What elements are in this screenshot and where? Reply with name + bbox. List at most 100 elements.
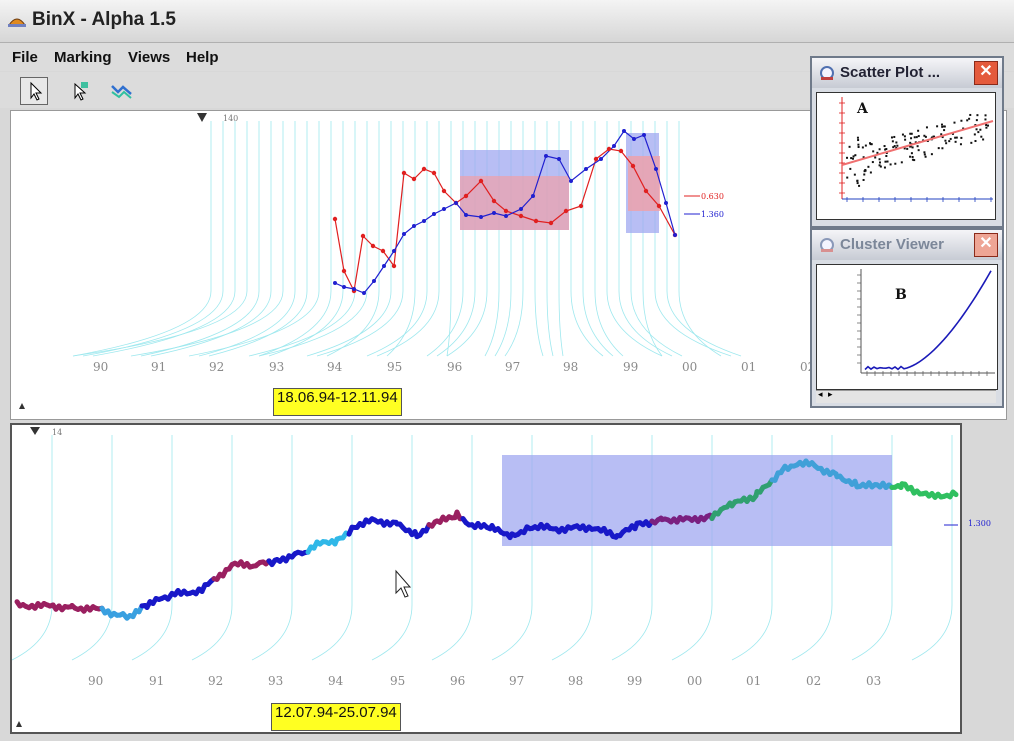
year-label: 94 — [327, 360, 343, 374]
blue-point — [622, 129, 626, 133]
menu-file[interactable]: File — [12, 49, 38, 66]
scatter-point — [917, 129, 920, 132]
scale-marker-triangle-icon[interactable] — [30, 427, 40, 435]
year-label: 00 — [687, 674, 702, 688]
timeline-tool-button[interactable] — [108, 77, 136, 105]
scatter-point — [941, 147, 944, 150]
scatter-point — [936, 125, 939, 128]
scatter-point — [901, 133, 904, 136]
cluster-viewer-window[interactable]: Cluster Viewer ✕ B ◂ ▸ — [810, 228, 1004, 408]
scatter-point — [894, 162, 897, 165]
scatter-point — [943, 129, 946, 132]
year-label: 93 — [269, 360, 284, 374]
panel-corner-marker-icon[interactable] — [16, 721, 22, 727]
aggregated-timeline-chart[interactable]: 0.630 1.360 140 90 91 92 93 94 95 96 97 98 99 00 01… — [11, 111, 1006, 419]
app-icon — [8, 18, 26, 27]
title-bar: BinX - Alpha 1.5 — [0, 0, 1014, 43]
menu-help[interactable]: Help — [186, 49, 219, 66]
red-point — [411, 176, 417, 182]
scatter-point — [876, 151, 879, 154]
red-point — [341, 268, 347, 274]
year-label: 96 — [447, 360, 462, 374]
scatter-point — [968, 117, 971, 120]
scatter-point — [940, 133, 943, 136]
scatter-point — [976, 114, 979, 117]
blue-point — [464, 213, 468, 217]
scroll-right-icon[interactable]: ▸ — [828, 389, 833, 399]
scatter-point — [915, 136, 918, 139]
detail-timeline-panel[interactable]: 14 90 91 92 93 94 95 96 97 98 99 00 01 02 03 — [10, 423, 962, 734]
blue-point — [402, 232, 406, 236]
year-label: 95 — [390, 674, 405, 688]
scatter-point — [916, 145, 919, 148]
close-icon[interactable]: ✕ — [974, 61, 998, 85]
scatter-plot-chart[interactable]: A — [817, 93, 995, 219]
blue-point — [544, 154, 548, 158]
select-tool-button[interactable] — [20, 77, 48, 105]
red-point — [478, 178, 484, 184]
red-point — [618, 148, 624, 154]
cluster-chart[interactable]: B — [817, 265, 997, 389]
scatter-point — [872, 150, 875, 153]
scatter-point — [960, 119, 963, 122]
scatter-point — [949, 137, 952, 140]
scale-marker-triangle-icon[interactable] — [197, 113, 207, 122]
blue-point — [412, 224, 416, 228]
menu-marking[interactable]: Marking — [54, 49, 112, 66]
scatter-point — [948, 140, 951, 143]
year-label: 98 — [563, 360, 578, 374]
scatter-point — [909, 155, 912, 158]
scatter-point — [931, 136, 934, 139]
red-point — [401, 170, 407, 176]
year-label: 98 — [568, 674, 583, 688]
cluster-plot-area[interactable]: B — [816, 264, 998, 390]
year-label: 92 — [208, 674, 223, 688]
red-point — [421, 166, 427, 172]
scatter-point — [891, 140, 894, 143]
scatter-point — [977, 131, 980, 134]
scatter-point — [874, 156, 877, 159]
panel-corner-marker-icon[interactable] — [19, 403, 25, 409]
scatter-plot-window[interactable]: Scatter Plot ... ✕ A — [810, 56, 1004, 228]
scatter-point — [858, 184, 861, 187]
scatter-point — [941, 125, 944, 128]
year-label: 02 — [806, 674, 821, 688]
scatter-point — [871, 161, 874, 164]
year-label: 01 — [741, 360, 756, 374]
menu-views[interactable]: Views — [128, 49, 171, 66]
year-label: 03 — [866, 674, 881, 688]
scroll-left-icon[interactable]: ◂ — [818, 389, 823, 399]
year-label: 99 — [627, 674, 642, 688]
scatter-window-titlebar[interactable]: Scatter Plot ... ✕ — [812, 58, 1002, 88]
blue-point — [654, 167, 658, 171]
scatter-point — [960, 136, 963, 139]
scatter-point — [913, 159, 916, 162]
year-label: 99 — [623, 360, 638, 374]
blue-point — [342, 285, 346, 289]
year-label: 01 — [746, 674, 761, 688]
marking-tool-button[interactable] — [66, 77, 94, 105]
red-point — [578, 203, 584, 209]
horizontal-scrollbar[interactable]: ◂ ▸ — [816, 389, 996, 403]
blue-point — [372, 279, 376, 283]
scatter-point — [975, 128, 978, 131]
scatter-plot-area[interactable]: A — [816, 92, 996, 220]
year-label: 90 — [88, 674, 103, 688]
scatter-point — [895, 147, 898, 150]
scatter-point — [850, 157, 853, 160]
red-point — [643, 188, 649, 194]
cluster-window-titlebar[interactable]: Cluster Viewer ✕ — [812, 230, 1002, 260]
scatter-point — [878, 161, 881, 164]
scatter-point — [900, 161, 903, 164]
scatter-point — [911, 146, 914, 149]
close-icon[interactable]: ✕ — [974, 233, 998, 257]
blue-point — [584, 167, 588, 171]
scatter-point — [966, 119, 969, 122]
detail-timeline-chart[interactable]: 14 90 91 92 93 94 95 96 97 98 99 00 01 02 03 — [11, 425, 960, 732]
scatter-point — [924, 155, 927, 158]
blue-point — [599, 157, 603, 161]
year-label: 97 — [505, 360, 520, 374]
red-point — [548, 220, 554, 226]
scatter-point — [959, 143, 962, 146]
